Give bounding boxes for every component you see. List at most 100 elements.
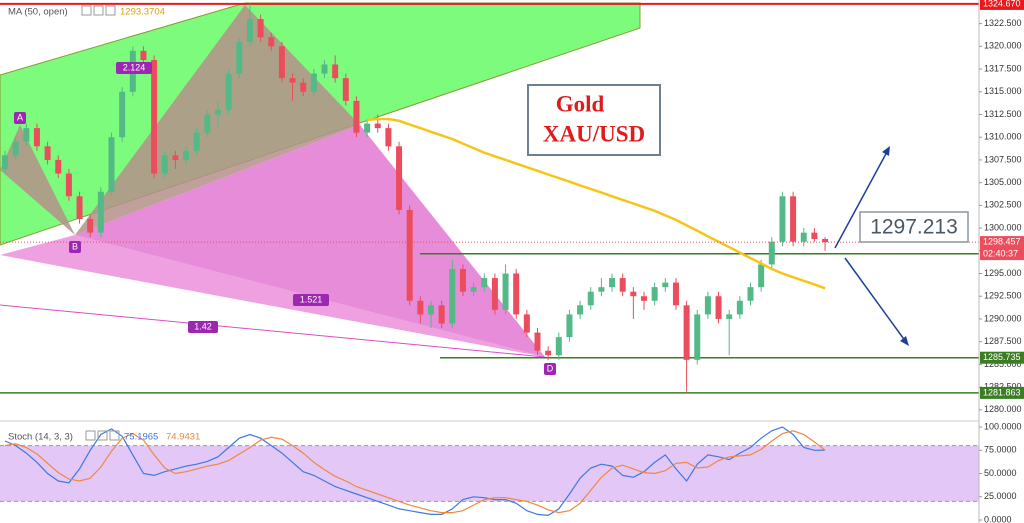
pattern-label: B (72, 241, 78, 251)
price-axis: 1280.000 1282.500 1285.000 1287.500 1290.000… (979, 0, 1024, 523)
candle-body (55, 159, 62, 174)
stoch-line (4, 430, 826, 514)
stoch-band (0, 445, 979, 502)
candle-body (715, 296, 722, 319)
candle-body (140, 50, 147, 60)
candle-body (183, 150, 190, 160)
stoch-d-value: 74.9431 (166, 432, 200, 443)
candle-body (768, 241, 775, 265)
candle-body (502, 273, 509, 310)
candle-body (44, 146, 51, 160)
y-tick-label: 1302.500 (984, 200, 1022, 210)
candle-body (364, 123, 371, 133)
y-tick-label: 1290.000 (984, 313, 1022, 323)
candle-body (523, 314, 530, 333)
candle-body (822, 238, 829, 243)
arrow-head (900, 336, 909, 346)
candle-body (800, 232, 807, 242)
xab-triangle (0, 125, 75, 235)
icon[interactable] (109, 430, 120, 441)
y-tick-label: 1282.500 (984, 381, 1022, 391)
candle-body (257, 19, 264, 38)
candle-body (577, 305, 584, 315)
candle-body (545, 350, 552, 356)
last-price-label: 1298.457 (983, 236, 1021, 246)
bcd-triangle (75, 125, 545, 357)
pattern-label: 1.42 (194, 321, 212, 331)
y-tick-label: 1315.000 (984, 86, 1022, 96)
candle-body (353, 100, 360, 133)
candle-body (310, 73, 317, 92)
candle-body (694, 314, 701, 360)
callout: 1297.213 (870, 216, 958, 239)
y-tick-label: 25.0000 (984, 491, 1017, 501)
candle-body (566, 314, 573, 338)
candle-body (76, 196, 83, 219)
candle-body (246, 19, 253, 42)
candle-body (587, 291, 594, 306)
y-tick-label: 1310.000 (984, 132, 1022, 142)
candle-body (172, 155, 179, 160)
level-label: 1324.670 (983, 0, 1021, 8)
candle-body (332, 64, 339, 79)
candle-body (33, 128, 40, 147)
countdown: 02:40:37 (983, 248, 1018, 258)
candle-body (225, 73, 232, 110)
candle-body (417, 300, 424, 315)
pattern-tag (188, 321, 218, 333)
candle-body (12, 141, 19, 156)
title-box (527, 84, 661, 156)
arrow-head (882, 146, 890, 156)
candle-body (790, 196, 797, 242)
candle-body (683, 305, 690, 360)
candle-body (779, 196, 786, 242)
candle-body (449, 268, 456, 324)
y-tick-label: 1305.000 (984, 177, 1022, 187)
pattern-tag (69, 241, 81, 253)
xd-line (0, 304, 546, 358)
pattern-tag (116, 62, 152, 74)
pattern-label: D (547, 363, 554, 373)
pattern-label: 1.521 (300, 294, 323, 304)
candle-body (481, 278, 488, 288)
y-tick-label: 1307.500 (984, 154, 1022, 164)
icon[interactable] (97, 430, 108, 441)
candle-body (651, 287, 658, 301)
y-tick-label: 1292.500 (984, 291, 1022, 301)
candle-body (758, 264, 765, 288)
moving-average (366, 117, 826, 290)
stoch-legend: Stoch (14, 3, 3) (8, 432, 73, 443)
candle-body (65, 173, 72, 197)
plot (0, 3, 979, 517)
y-tick-label: 1320.000 (984, 41, 1022, 51)
candle-body (204, 114, 211, 133)
pattern-label: 2.124 (123, 62, 146, 72)
y-tick-label: 1300.000 (984, 222, 1022, 232)
y-tick-label: 50.0000 (984, 468, 1017, 478)
pattern-drawings (0, 2, 979, 394)
candle-body (268, 37, 275, 47)
arrow-up (834, 149, 889, 249)
candle-body (704, 296, 711, 315)
candle-body (300, 82, 307, 92)
candle-body (215, 109, 221, 115)
level-tag (980, 0, 1024, 10)
candle-body (534, 332, 541, 351)
candle-body (278, 46, 285, 79)
candle-body (672, 282, 679, 306)
candle-body (491, 278, 498, 310)
candle-body (662, 282, 669, 288)
icon[interactable] (93, 5, 104, 16)
candle-body (630, 291, 637, 297)
stoch-line (4, 426, 826, 517)
candle-body (23, 128, 30, 142)
candle-body (342, 78, 349, 101)
y-tick-label: 1280.000 (984, 404, 1022, 414)
level-tag (980, 351, 1024, 364)
candle-body (193, 132, 200, 151)
icon[interactable] (85, 430, 96, 441)
y-tick-label: 1317.500 (984, 63, 1022, 73)
icon[interactable] (81, 5, 92, 16)
last-price-tag (980, 236, 1024, 261)
icon[interactable] (105, 5, 116, 16)
